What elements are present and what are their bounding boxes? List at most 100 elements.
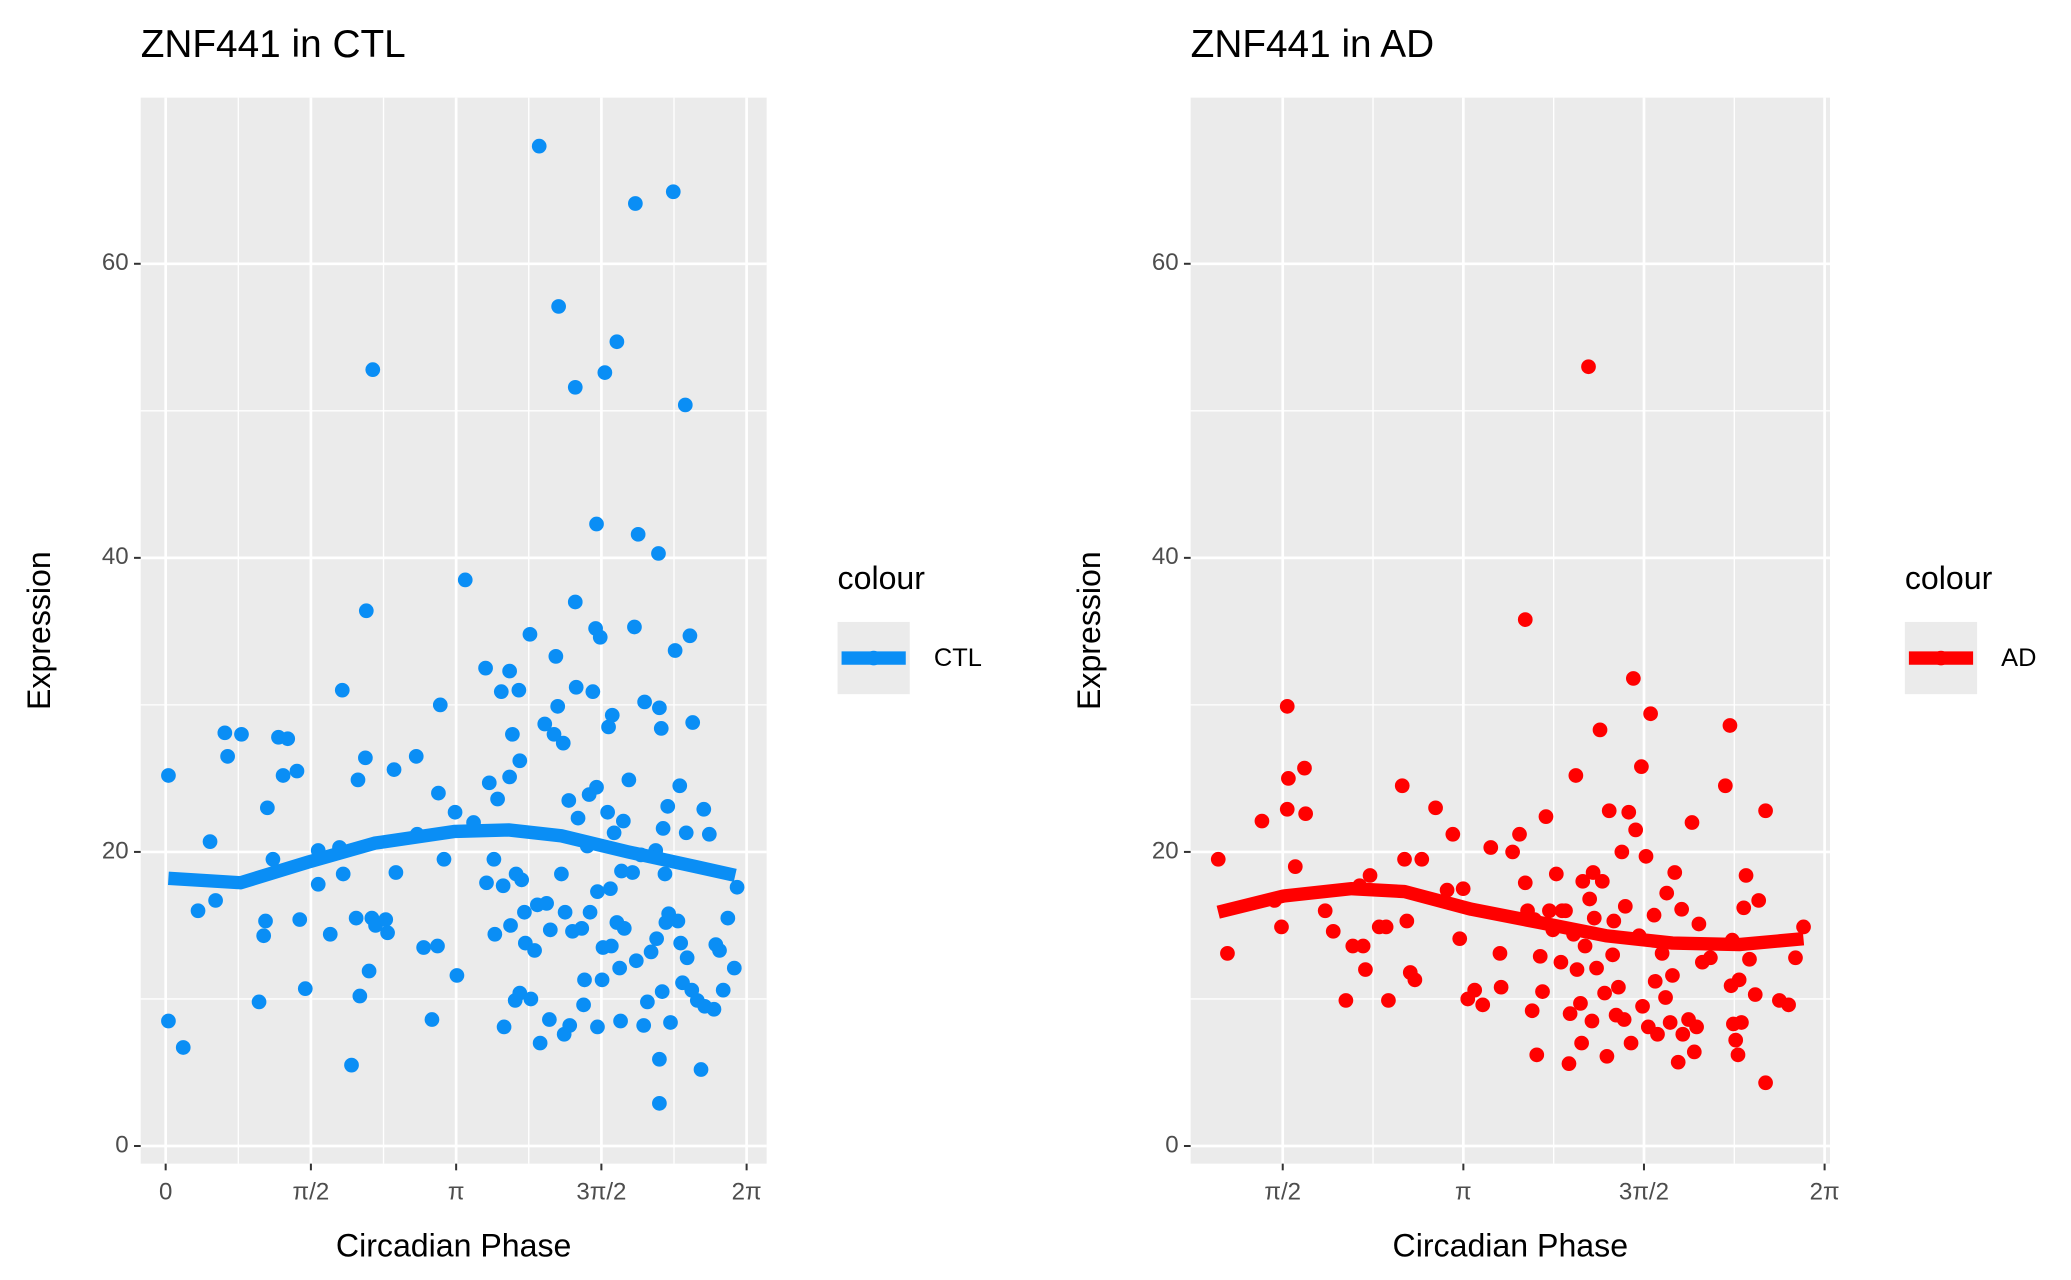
point (685, 715, 701, 730)
point (502, 663, 517, 679)
point (677, 397, 693, 413)
point (1650, 1026, 1665, 1042)
point (1758, 803, 1773, 819)
point (1512, 826, 1527, 842)
point (175, 1040, 191, 1055)
point (289, 763, 305, 779)
point (621, 772, 637, 788)
point (486, 851, 502, 867)
point (1467, 982, 1483, 998)
point (1601, 803, 1617, 819)
point (1397, 851, 1412, 867)
point (582, 904, 598, 920)
point (447, 804, 463, 820)
point (542, 1012, 557, 1027)
plot-background (1190, 97, 1830, 1164)
point (594, 972, 610, 988)
point (1621, 804, 1637, 820)
point (161, 1013, 176, 1029)
point (430, 938, 445, 954)
point (660, 798, 676, 814)
point (1568, 768, 1584, 783)
point (1686, 1044, 1702, 1060)
point (1670, 1054, 1686, 1070)
point (679, 950, 695, 966)
point (561, 793, 577, 808)
point (1517, 612, 1533, 627)
point (1747, 987, 1763, 1002)
point (606, 825, 622, 841)
point (652, 1051, 667, 1067)
point (511, 682, 527, 698)
point (577, 972, 592, 988)
point (653, 721, 669, 736)
point (1731, 972, 1747, 988)
point (672, 778, 688, 794)
point (649, 931, 664, 947)
point (1428, 800, 1443, 816)
point (1573, 996, 1588, 1011)
point (1281, 771, 1296, 786)
point (600, 804, 615, 820)
point (408, 748, 424, 764)
point (1594, 873, 1610, 889)
point (512, 985, 528, 1001)
point (554, 866, 569, 882)
point (1538, 809, 1554, 824)
point (322, 926, 338, 942)
x-tick-label: 3π/2 (1619, 1178, 1669, 1205)
point (251, 994, 267, 1010)
point (527, 943, 542, 958)
point (493, 684, 509, 700)
point (1605, 947, 1621, 963)
point (567, 594, 583, 610)
point (628, 196, 643, 211)
point (431, 785, 446, 801)
x-tick-label: π/2 (1264, 1178, 1301, 1205)
point (220, 748, 235, 764)
point (1758, 1075, 1773, 1091)
point (1597, 985, 1612, 1001)
point (590, 1019, 605, 1035)
point (490, 791, 505, 807)
point (358, 750, 373, 766)
point (1505, 844, 1520, 860)
point (555, 735, 571, 751)
point (550, 699, 566, 714)
point (352, 988, 368, 1004)
point (1210, 851, 1226, 867)
point (1584, 1013, 1600, 1029)
point (481, 775, 497, 791)
point (361, 963, 377, 979)
point (589, 516, 604, 532)
point (615, 813, 631, 829)
point (1691, 916, 1707, 932)
point (601, 719, 616, 735)
point (365, 362, 381, 378)
point (386, 762, 402, 777)
point (568, 679, 584, 695)
point (581, 787, 597, 802)
point (576, 997, 591, 1013)
point (701, 826, 717, 842)
point (1788, 950, 1803, 966)
point (1625, 671, 1641, 686)
point (640, 994, 655, 1010)
point (436, 851, 452, 867)
point (1585, 865, 1601, 880)
point (1734, 1015, 1749, 1030)
point (673, 935, 689, 951)
point (1483, 840, 1499, 855)
point (487, 926, 503, 942)
point (1535, 984, 1550, 999)
y-axis-title: Expression (21, 551, 57, 710)
point (1455, 881, 1471, 897)
point (720, 910, 736, 926)
point (1722, 718, 1738, 733)
point (1736, 900, 1752, 916)
point (514, 872, 529, 888)
point (348, 910, 364, 926)
point (1684, 815, 1700, 830)
legend-dot (1933, 650, 1949, 666)
